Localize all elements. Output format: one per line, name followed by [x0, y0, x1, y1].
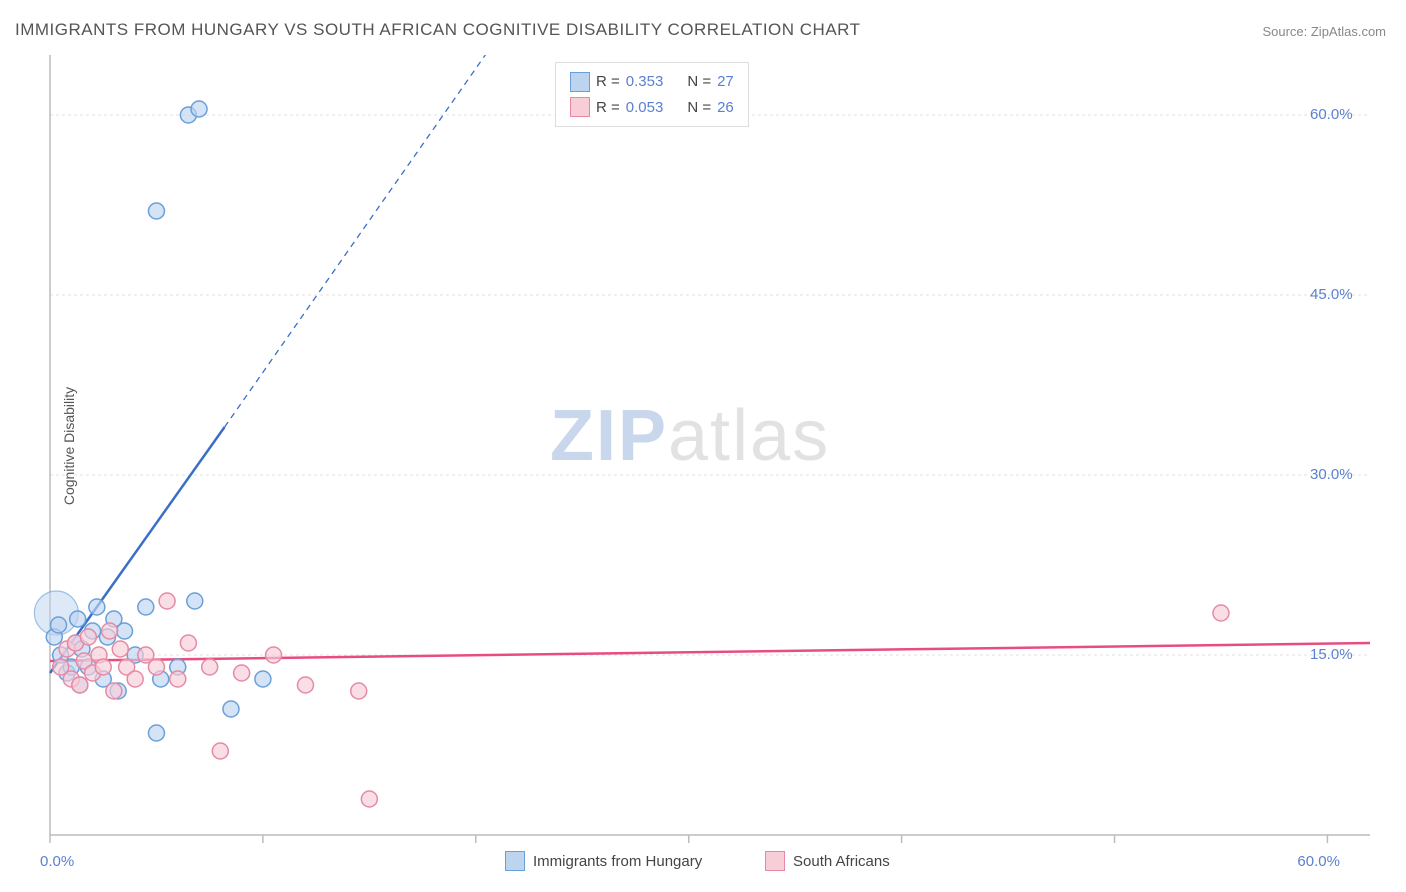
legend-swatch: [765, 851, 785, 871]
scatter-plot: [0, 0, 1406, 892]
x-tick-label: 0.0%: [40, 853, 74, 870]
y-tick-label: 15.0%: [1310, 646, 1353, 663]
legend-row: R = 0.353 N = 27: [570, 69, 734, 95]
chart-container: IMMIGRANTS FROM HUNGARY VS SOUTH AFRICAN…: [0, 0, 1406, 892]
y-tick-label: 45.0%: [1310, 286, 1353, 303]
series-legend-item: South Africans: [765, 851, 890, 871]
series-legend-item: Immigrants from Hungary: [505, 851, 702, 871]
legend-swatch: [570, 72, 590, 92]
legend-swatch: [570, 97, 590, 117]
legend-row: R = 0.053 N = 26: [570, 95, 734, 121]
x-tick-label: 60.0%: [1297, 853, 1340, 870]
legend-swatch: [505, 851, 525, 871]
y-tick-label: 30.0%: [1310, 466, 1353, 483]
correlation-legend: R = 0.353 N = 27 R = 0.053 N = 26: [555, 62, 749, 127]
y-tick-label: 60.0%: [1310, 106, 1353, 123]
